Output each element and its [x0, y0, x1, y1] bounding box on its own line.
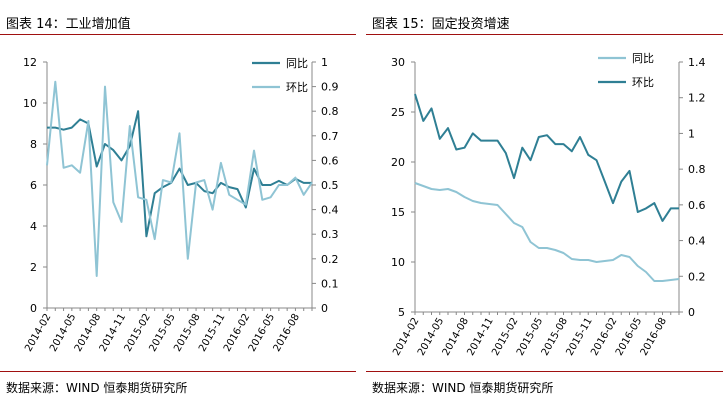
- source-rule: [0, 371, 356, 372]
- left-tick-label: 30: [391, 56, 405, 69]
- chart-title: 图表 14：工业增加值: [6, 17, 131, 32]
- right-tick-label: 0.6: [321, 154, 339, 167]
- right-tick-label: 0.8: [688, 163, 706, 176]
- left-tick-label: 6: [30, 179, 37, 192]
- legend-label: 同比: [632, 52, 654, 65]
- left-tick-label: 5: [398, 306, 405, 319]
- right-tick-label: 0.4: [321, 204, 339, 217]
- title-rule: [366, 34, 723, 35]
- left-tick-label: 20: [391, 156, 405, 169]
- data-source: 数据来源：WIND 恒泰期货研究所: [372, 381, 554, 395]
- left-tick-label: 10: [23, 97, 37, 110]
- legend-label: 同比: [286, 57, 308, 70]
- right-tick-label: 0.2: [688, 270, 706, 283]
- left-tick-label: 0: [30, 302, 37, 315]
- right-tick-label: 0.1: [321, 277, 339, 290]
- left-tick-label: 10: [391, 256, 405, 269]
- right-tick-label: 1: [688, 127, 695, 140]
- right-tick-label: 0.3: [321, 228, 339, 241]
- right-tick-label: 1: [321, 56, 328, 69]
- right-tick-label: 0: [688, 306, 695, 319]
- left-tick-label: 15: [391, 206, 405, 219]
- title-rule: [0, 34, 356, 35]
- left-tick-label: 4: [30, 220, 37, 233]
- right-tick-label: 1.2: [688, 92, 706, 105]
- series-line-1: [414, 182, 680, 282]
- left-tick-label: 25: [391, 106, 405, 119]
- left-tick-label: 2: [30, 261, 37, 274]
- right-panel: 图表 15：固定投资增速 5 10 15 20 25 30 0 0.2 0.4 0.6 0.8 1 1.…: [366, 0, 723, 409]
- industrial-value-added-chart: 02468101200.10.20.30.40.50.60.70.80.9120…: [23, 56, 339, 354]
- series-line-1: [47, 110, 312, 238]
- right-tick-label: 0: [321, 302, 328, 315]
- right-tick-label: 0.5: [321, 179, 339, 192]
- left-panel: 图表 14：工业增加值 0 2 4 6 8 10 12 0 0.1 0.2 0.3 0.4 0.5 0.6…: [0, 0, 356, 409]
- right-tick-label: 0.2: [321, 253, 339, 266]
- right-tick-label: 0.4: [688, 235, 706, 248]
- legend-label: 环比: [286, 81, 308, 94]
- left-tick-label: 12: [23, 56, 37, 69]
- right-tick-label: 1.4: [688, 56, 706, 69]
- data-source: 数据来源：WIND 恒泰期货研究所: [6, 381, 188, 395]
- chart-title: 图表 15：固定投资增速: [372, 17, 510, 32]
- right-tick-label: 0.9: [321, 81, 339, 94]
- left-tick-label: 8: [30, 138, 37, 151]
- legend-label: 环比: [632, 76, 654, 89]
- series-line-2: [414, 93, 679, 222]
- fixed-investment-growth-chart: 5101520253000.20.40.60.811.21.42014-0220…: [391, 52, 706, 358]
- right-tick-label: 0.6: [688, 199, 706, 212]
- right-tick-label: 0.7: [321, 130, 339, 143]
- right-tick-label: 0.8: [321, 105, 339, 118]
- series-line-2: [46, 80, 313, 277]
- source-rule: [366, 371, 723, 372]
